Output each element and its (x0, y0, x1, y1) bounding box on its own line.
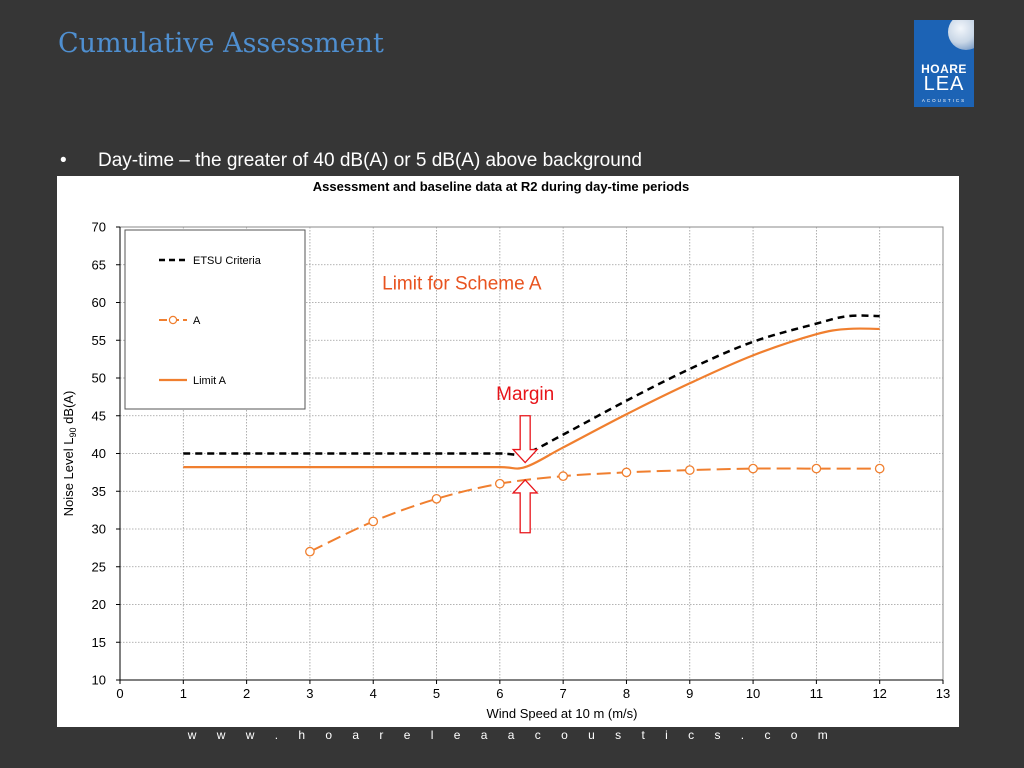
chart-svg: 0 1 2 3 4 5 6 7 8 9 10 11 12 131015202530354045505560… (61, 179, 950, 721)
x-tick-label: 8 (623, 686, 630, 701)
series-a-point (748, 463, 758, 474)
y-tick-label: 45 (92, 408, 106, 423)
legend-limit-a-label: Limit A (193, 375, 227, 387)
y-tick-label: 30 (92, 522, 106, 537)
y-tick-label: 40 (92, 446, 106, 461)
y-tick-label: 60 (92, 295, 106, 310)
margin-arrow-up (511, 478, 539, 534)
series-a-point (684, 465, 695, 475)
legend-a-marker (168, 315, 178, 325)
legend-a-label: A (193, 315, 201, 327)
x-tick-label: 0 (116, 686, 123, 701)
series-a-point (621, 467, 632, 478)
series-a-point (874, 463, 885, 474)
y-axis-label: Noise Level L90 dB(A) (61, 391, 78, 517)
chart-title: Assessment and baseline data at R2 durin… (313, 179, 689, 194)
y-tick-label: 35 (92, 484, 106, 499)
x-tick-label: 1 (180, 686, 187, 701)
y-tick-label: 10 (92, 673, 106, 688)
x-tick-label: 4 (370, 686, 377, 701)
annotation-margin: Margin (496, 384, 554, 405)
logo-line-2: LEA (923, 73, 965, 95)
y-tick-label: 25 (92, 559, 106, 574)
x-axis-label: Wind Speed at 10 m (m/s) (487, 706, 638, 721)
x-tick-label: 9 (686, 686, 693, 701)
x-tick-label: 7 (560, 686, 567, 701)
legend-box (124, 229, 306, 410)
series-a-point (305, 546, 315, 557)
x-tick-label: 6 (496, 686, 503, 701)
series-a-point (558, 471, 569, 481)
y-tick-label: 50 (92, 371, 106, 386)
x-tick-label: 12 (872, 686, 886, 701)
x-tick-label: 3 (306, 686, 313, 701)
y-tick-label: 20 (92, 597, 106, 612)
y-tick-label: 70 (92, 220, 106, 235)
annotation-limit-scheme-a: Limit for Scheme A (382, 274, 542, 295)
series-a-point (368, 516, 379, 527)
legend-etsu-criteria-label: ETSU Criteria (193, 255, 262, 267)
series-a-point (494, 478, 505, 489)
y-tick-label: 15 (92, 635, 106, 650)
series-limit-a-line (183, 327, 880, 470)
margin-arrow-down (511, 415, 539, 464)
logo-line-1: HOARE (921, 62, 967, 76)
bullet-text: Day-time – the greater of 40 dB(A) or 5 … (98, 150, 642, 171)
series-a-point (431, 493, 442, 504)
slide-title: Cumulative Assessment (58, 28, 384, 59)
x-tick-label: 2 (243, 686, 250, 701)
series-a-line (309, 467, 880, 553)
bullet-marker: • (60, 150, 67, 171)
chart-panel: 0 1 2 3 4 5 6 7 8 9 10 11 12 13 10 15 20 25 30 35 40 45 50 55 60… (57, 176, 959, 727)
y-tick-label: 65 (92, 257, 106, 272)
series-a-point (811, 463, 822, 474)
x-tick-label: 11 (810, 686, 824, 701)
hoare-lea-logo: HOARE LEA ACOUSTICS (914, 20, 974, 107)
footer-url: w w w . h o a r e l e a a c o u s t i c … (187, 728, 837, 742)
series-etsu-criteria-line (183, 314, 880, 457)
logo-line-3: ACOUSTICS (921, 98, 967, 103)
logo-moon-icon (948, 20, 974, 50)
bullet-item: • Day-time – the greater of 40 dB(A) or 5… (60, 150, 642, 172)
y-tick-label: 55 (92, 333, 106, 348)
x-tick-label: 5 (433, 686, 440, 701)
x-tick-label: 13 (936, 686, 950, 701)
x-tick-label: 10 (746, 686, 760, 701)
